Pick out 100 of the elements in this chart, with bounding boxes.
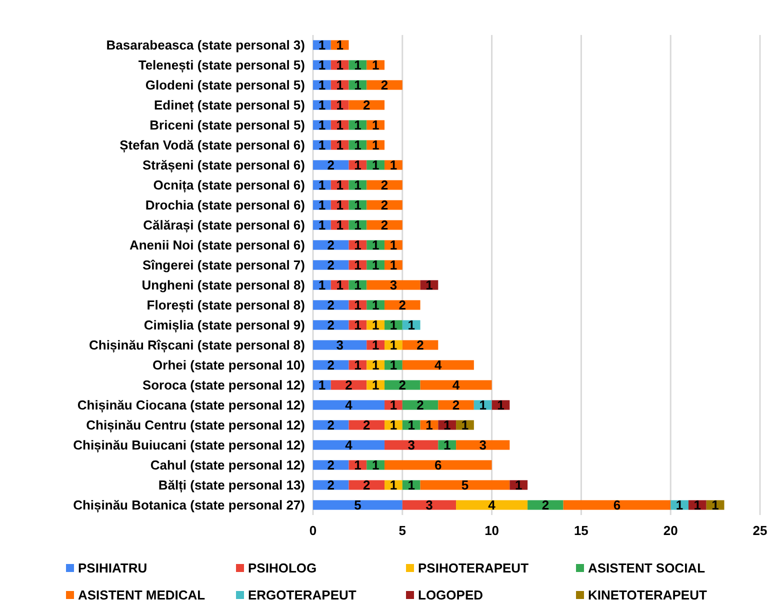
y-tick-label: Ungheni (state personal 8) <box>142 278 305 293</box>
data-label: 1 <box>372 118 380 133</box>
data-label: 1 <box>318 278 326 293</box>
data-label: 1 <box>426 418 433 433</box>
data-label: 2 <box>327 298 334 313</box>
data-label: 1 <box>318 58 326 73</box>
data-label: 2 <box>380 198 388 213</box>
data-label: 2 <box>380 178 388 193</box>
data-label: 1 <box>443 418 451 433</box>
bar <box>366 200 402 210</box>
data-label: 6 <box>434 458 442 473</box>
y-tick-label: Călărași (state personal 6) <box>143 218 305 234</box>
bar <box>348 100 385 110</box>
data-label: 2 <box>416 398 424 413</box>
data-label: 1 <box>372 318 380 333</box>
bar <box>313 440 385 450</box>
bar <box>528 500 564 510</box>
data-label: 6 <box>613 498 621 513</box>
data-label: 1 <box>336 198 344 213</box>
data-label: 1 <box>390 158 398 173</box>
data-label: 1 <box>354 238 362 253</box>
data-label: 5 <box>354 498 362 513</box>
data-label: 1 <box>390 238 398 253</box>
data-label: 1 <box>372 338 380 353</box>
bar <box>402 340 438 350</box>
data-label: 3 <box>479 438 486 453</box>
x-tick-label: 20 <box>663 523 678 538</box>
y-tick-label: Glodeni (state personal 5) <box>145 78 305 93</box>
data-label: 2 <box>363 478 370 493</box>
data-label: 1 <box>336 78 344 93</box>
data-label: 1 <box>318 138 326 153</box>
data-label: 1 <box>318 378 326 393</box>
data-label: 2 <box>327 418 334 433</box>
data-label: 1 <box>390 418 398 433</box>
y-tick-label: Florești (state personal 8) <box>146 298 305 314</box>
data-label: 1 <box>390 398 398 413</box>
data-label: 1 <box>318 38 326 53</box>
y-tick-label: Basarabeasca (state personal 3) <box>106 38 305 53</box>
data-label: 1 <box>336 38 344 53</box>
legend-label: ASISTENT SOCIAL <box>588 560 706 576</box>
y-tick-label: Cimișlia (state personal 9) <box>144 318 305 334</box>
legend-label: ERGOTERAPEUT <box>248 588 356 603</box>
y-tick-label: Chișinău Botanica (state personal 27) <box>73 498 305 514</box>
bar <box>313 340 367 350</box>
data-label: 1 <box>354 318 362 333</box>
y-tick-label: Briceni (state personal 5) <box>150 118 305 133</box>
bar <box>384 380 420 390</box>
bar <box>456 500 528 510</box>
bar <box>330 380 367 390</box>
data-label: 4 <box>488 498 496 513</box>
bar <box>456 440 510 450</box>
x-tick-label: 15 <box>574 523 588 538</box>
data-label: 1 <box>354 198 362 213</box>
data-label: 1 <box>408 318 415 333</box>
data-label: 1 <box>354 298 362 313</box>
bar <box>420 480 510 490</box>
bar <box>313 260 349 270</box>
data-label: 5 <box>461 478 469 493</box>
data-label: 1 <box>676 498 684 513</box>
data-label: 1 <box>354 178 362 193</box>
data-label: 1 <box>354 218 362 233</box>
data-label: 2 <box>345 378 352 393</box>
bar <box>313 360 349 370</box>
data-label: 1 <box>372 358 380 373</box>
data-label: 1 <box>390 358 398 373</box>
data-label: 3 <box>390 278 398 293</box>
y-tick-label: Ștefan Vodă (state personal 6) <box>120 138 305 154</box>
data-label: 1 <box>390 258 398 273</box>
bar <box>402 360 474 370</box>
data-label: 2 <box>327 318 334 333</box>
data-label: 2 <box>327 358 334 373</box>
bar <box>366 80 402 90</box>
data-label: 1 <box>354 258 362 273</box>
bar <box>384 300 420 310</box>
y-tick-label: Anenii Noi (state personal 6) <box>129 238 305 253</box>
data-label: 2 <box>363 418 370 433</box>
data-label: 1 <box>372 58 380 73</box>
data-label: 1 <box>408 478 415 493</box>
y-tick-label: Telenești (state personal 5) <box>138 58 305 74</box>
legend-label: LOGOPED <box>418 588 484 603</box>
y-tick-label: Strășeni (state personal 6) <box>142 158 305 174</box>
data-label: 1 <box>354 158 362 173</box>
bar <box>313 240 349 250</box>
data-label: 2 <box>452 398 460 413</box>
data-label: 1 <box>408 418 415 433</box>
data-label: 1 <box>694 498 702 513</box>
data-label: 1 <box>372 138 380 153</box>
bar <box>313 400 385 410</box>
data-label: 2 <box>398 378 406 393</box>
data-label: 1 <box>390 318 398 333</box>
data-label: 1 <box>336 138 344 153</box>
bar <box>366 220 402 230</box>
legend-label: PSIHOTERAPEUT <box>418 560 529 576</box>
y-tick-label: Chișinău Rîșcani (state personal 8) <box>88 338 305 354</box>
y-tick-label: Chișinău Centru (state personal 12) <box>86 418 305 434</box>
data-label: 1 <box>443 438 451 453</box>
data-label: 1 <box>426 278 433 293</box>
data-label: 4 <box>452 378 460 393</box>
data-label: 1 <box>354 278 362 293</box>
data-label: 2 <box>380 218 388 233</box>
